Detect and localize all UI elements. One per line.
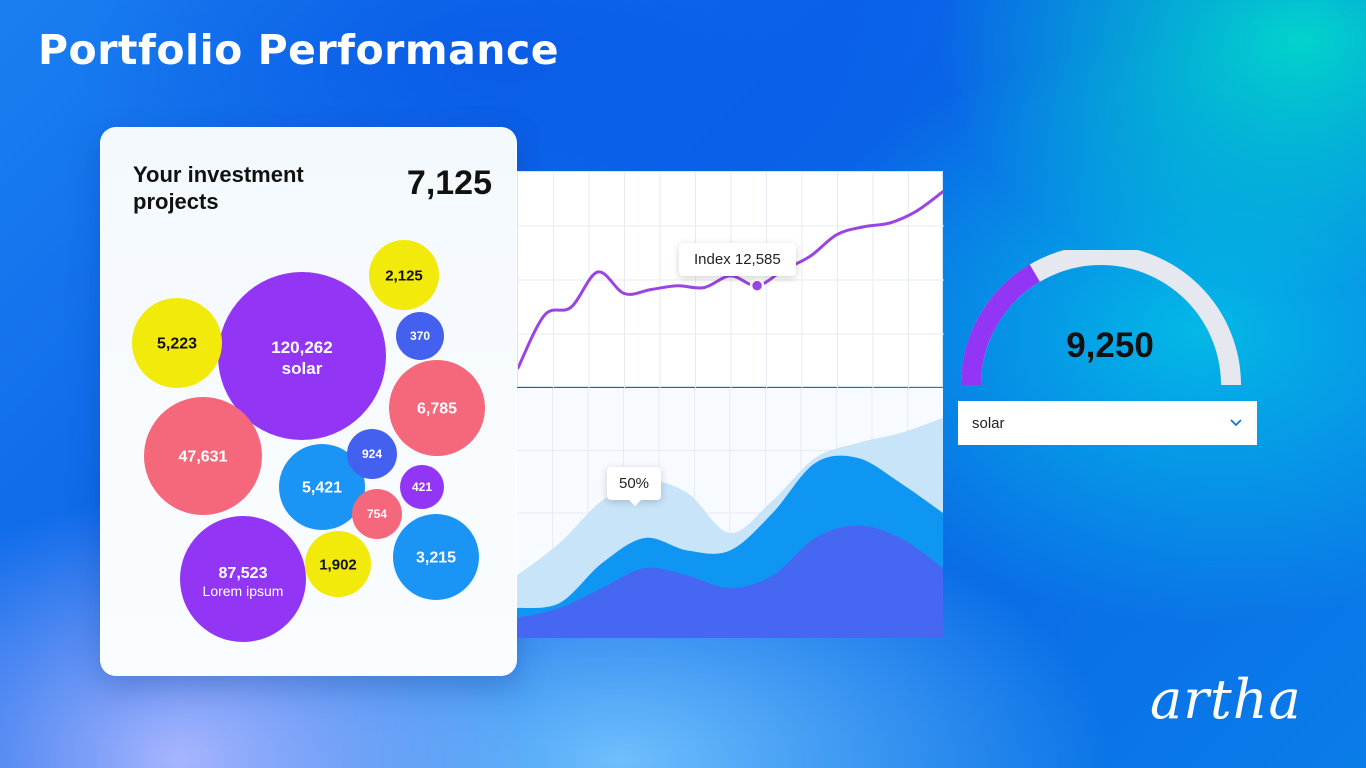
brand-logo: artha: [1150, 668, 1302, 731]
card-title: Your investment projects: [133, 162, 304, 214]
bubble-value: 87,523: [219, 565, 268, 582]
investment-projects-card: Your investment projects 7,125 120,262 so…: [100, 127, 517, 676]
project-select-dropdown[interactable]: solar: [958, 401, 1257, 445]
bubble-value: 5,223: [157, 336, 197, 353]
bubble[interactable]: 421: [400, 465, 444, 509]
bubble-value: 6,785: [417, 401, 457, 418]
bubble[interactable]: 2,125: [369, 240, 439, 310]
gauge-fill: [961, 264, 1041, 386]
gauge-chart: [961, 250, 1241, 386]
page-title: Portfolio Performance: [38, 26, 560, 74]
area-series-3: [517, 525, 943, 638]
chart-grid: [518, 172, 944, 388]
bubble[interactable]: 1,902: [305, 531, 371, 597]
bubble-value: 1,902: [319, 556, 357, 573]
bubble[interactable]: 47,631: [144, 397, 262, 515]
bubble-label: Lorem ipsum: [203, 583, 284, 599]
area-chart: [517, 388, 943, 638]
bubble-value: 370: [410, 329, 430, 343]
bubble-value: 2,125: [385, 267, 423, 284]
bubble-value: 3,215: [416, 550, 456, 567]
bubble[interactable]: 370: [396, 312, 444, 360]
line-tooltip: Index 12,585: [679, 243, 796, 276]
bubble[interactable]: 3,215: [393, 514, 479, 600]
bubble[interactable]: 5,223: [132, 298, 222, 388]
line-chart: [518, 172, 944, 388]
area-tooltip: 50%: [607, 467, 662, 506]
bubble-value: 120,262: [271, 338, 332, 357]
bubble[interactable]: 5,421: [279, 444, 365, 530]
bubble[interactable]: 754: [352, 489, 402, 539]
dropdown-selected-value: solar: [972, 414, 1005, 432]
gauge-value: 9,250: [1066, 326, 1154, 365]
bubble[interactable]: 924: [347, 429, 397, 479]
card-total: 7,125: [406, 164, 492, 202]
bubble-value: 47,631: [179, 449, 228, 466]
area-chart-panel: [517, 388, 943, 638]
bubble[interactable]: 6,785: [389, 360, 485, 456]
bubble-label: solar: [282, 359, 323, 378]
bubble-value: 5,421: [302, 480, 342, 497]
bubble-value: 421: [412, 480, 432, 494]
line-chart-panel: [517, 171, 944, 388]
bubble-value: 754: [367, 507, 387, 521]
bubble[interactable]: 120,262 solar: [218, 272, 386, 440]
bubble-value: 924: [362, 447, 382, 461]
chevron-down-icon[interactable]: [1229, 418, 1243, 428]
highlight-point[interactable]: [749, 278, 765, 293]
